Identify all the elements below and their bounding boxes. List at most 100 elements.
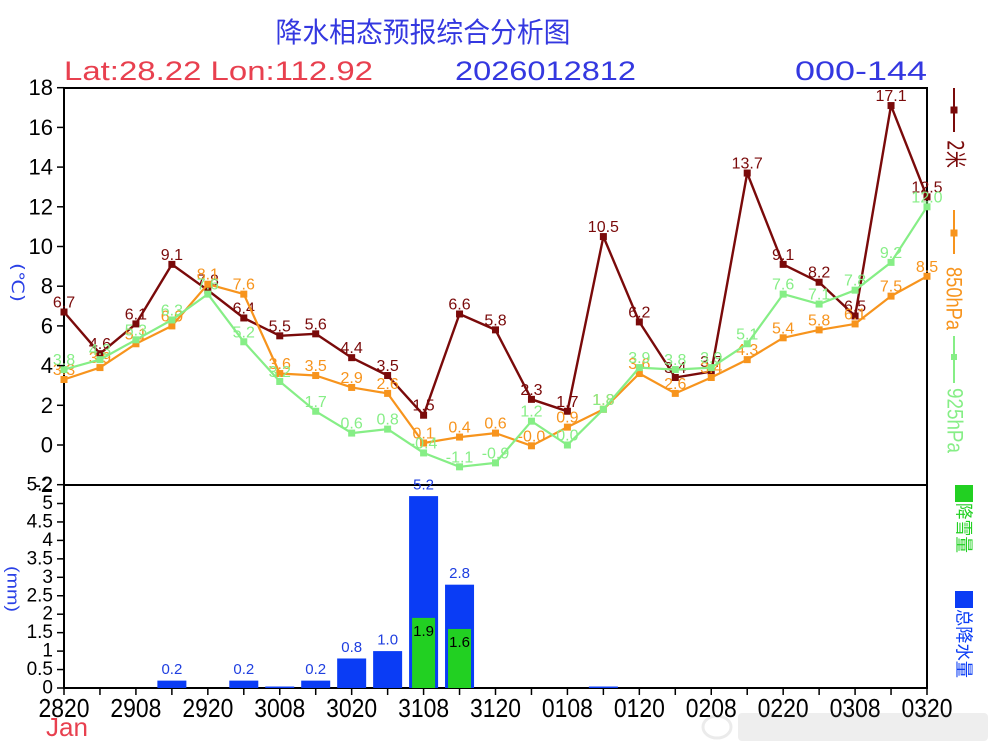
precipitation-y-tick-label: 0.5 xyxy=(27,659,53,680)
data-point-label: 3.6 xyxy=(269,356,291,373)
data-point-marker xyxy=(779,260,787,268)
x-tick-label: 0208 xyxy=(686,693,737,723)
data-point-marker xyxy=(923,203,931,211)
data-point-marker xyxy=(815,300,823,308)
x-tick-label: 3008 xyxy=(254,693,305,723)
data-point-marker xyxy=(348,429,356,437)
data-point-marker xyxy=(851,312,859,320)
data-point-marker xyxy=(635,318,643,326)
x-tick-label: 0320 xyxy=(902,693,953,723)
bar-total-precipitation xyxy=(229,680,259,688)
data-point-marker xyxy=(743,169,751,177)
temperature-y-tick-label: 18 xyxy=(29,75,53,100)
data-point-marker xyxy=(96,364,104,372)
forecast-range-label: 000-144 xyxy=(795,56,927,86)
data-point-label: 7.5 xyxy=(880,279,902,296)
data-point-marker xyxy=(707,364,715,372)
data-point-label: 6.6 xyxy=(448,296,470,313)
data-point-label: 7.1 xyxy=(808,287,830,304)
legend-total-precip-swatch-icon xyxy=(955,591,973,608)
data-point-label: 5.3 xyxy=(125,322,147,339)
data-point-label: 3.8 xyxy=(664,352,686,369)
data-point-label: 6.2 xyxy=(628,304,650,321)
data-point-marker xyxy=(456,310,464,318)
bar-value-label: 0.8 xyxy=(341,639,362,656)
precipitation-y-tick-label: 0 xyxy=(42,678,53,699)
legend-2m: 2米 xyxy=(942,88,967,168)
data-point-label: 12.0 xyxy=(911,189,942,206)
temperature-y-tick-label: 10 xyxy=(29,234,53,259)
legend-850hpa: 850hPa xyxy=(942,210,967,331)
data-point-marker xyxy=(599,233,607,241)
data-point-label: 7.8 xyxy=(844,273,866,290)
data-point-label: 1.7 xyxy=(305,394,327,411)
data-point-label: 6.1 xyxy=(844,306,866,323)
data-point-marker xyxy=(563,407,571,415)
data-point-label: 9.1 xyxy=(161,247,183,264)
data-point-label: 7.6 xyxy=(772,277,794,294)
data-point-label: 8.5 xyxy=(916,259,938,276)
data-point-marker xyxy=(635,364,643,372)
data-point-marker xyxy=(671,366,679,374)
data-point-marker xyxy=(384,425,392,433)
init-time-label: 2026012812 xyxy=(455,56,636,86)
data-point-label: 2.9 xyxy=(341,370,363,387)
data-point-label: 5.2 xyxy=(233,324,255,341)
bar-value-label: 2.8 xyxy=(449,565,470,582)
legend-snowfall-swatch-icon xyxy=(955,485,973,502)
data-point-marker xyxy=(276,370,284,378)
temperature-series-1: 3.33.95.16.08.17.63.63.52.92.60.10.40.6-… xyxy=(53,259,938,450)
data-point-label: 3.8 xyxy=(53,352,75,369)
data-point-marker xyxy=(671,374,679,382)
x-tick-label: 2820 xyxy=(39,693,90,723)
temperature-series-0: 6.74.66.19.17.86.45.55.64.43.51.56.65.82… xyxy=(53,88,943,419)
precipitation-y-tick-label: 3.5 xyxy=(27,548,53,569)
data-point-marker xyxy=(348,383,356,391)
data-point-marker xyxy=(527,442,535,450)
temperature-y-tick-label: 12 xyxy=(29,194,53,219)
data-point-marker xyxy=(96,356,104,364)
data-point-marker xyxy=(204,280,212,288)
data-point-marker xyxy=(60,375,68,383)
legend-marker-icon xyxy=(950,229,958,237)
chart-title: 降水相态预报综合分析图 xyxy=(276,16,571,49)
bar-total-precipitation xyxy=(157,680,187,688)
precipitation-plot-frame xyxy=(63,484,928,689)
bar-value-label: 5.2 xyxy=(413,477,434,494)
data-point-marker xyxy=(527,395,535,403)
month-label: Jan xyxy=(46,712,88,742)
temperature-y-tick-label: 4 xyxy=(41,353,53,378)
data-point-marker xyxy=(743,340,751,348)
data-point-label: 12.5 xyxy=(911,179,942,196)
data-point-marker xyxy=(60,308,68,316)
data-point-label: 8.1 xyxy=(197,267,219,284)
temperature-series-layer: 6.74.66.19.17.86.45.55.64.43.51.56.65.82… xyxy=(53,88,943,471)
data-point-marker xyxy=(276,332,284,340)
data-point-label: 2.6 xyxy=(664,376,686,393)
data-point-label: 6.1 xyxy=(125,306,147,323)
data-point-label: -0.4 xyxy=(410,435,438,452)
data-point-marker xyxy=(815,278,823,286)
bar-value-label: 0.2 xyxy=(233,661,254,678)
precipitation-y-max-label: 5.2 xyxy=(27,475,53,496)
temperature-series-2: 3.8 4.3 5.3 6.3 7.6 5.2 3.2 1.7 0.6 0.8 -0.4 -1.1 -0… xyxy=(53,189,943,471)
x-tick-label: 3108 xyxy=(398,693,449,723)
data-point-label: 3.9 xyxy=(700,350,722,367)
data-point-label: -0.0 xyxy=(518,428,546,445)
data-point-label: 4.3 xyxy=(89,342,111,359)
data-point-marker xyxy=(312,372,320,380)
data-point-marker xyxy=(168,322,176,330)
data-point-label: 1.5 xyxy=(412,398,434,415)
data-point-label: 0.0 xyxy=(556,428,578,445)
data-point-marker xyxy=(132,336,140,344)
data-point-marker xyxy=(492,429,499,437)
data-point-label: 17.1 xyxy=(875,88,906,105)
precipitation-y-tick-label: 1 xyxy=(42,641,53,662)
data-point-marker xyxy=(456,433,464,441)
data-point-label: 9.2 xyxy=(880,245,902,262)
data-point-label: 2.6 xyxy=(377,376,399,393)
data-point-label: 5.6 xyxy=(305,316,327,333)
temperature-y-tick-label: 14 xyxy=(29,155,53,180)
